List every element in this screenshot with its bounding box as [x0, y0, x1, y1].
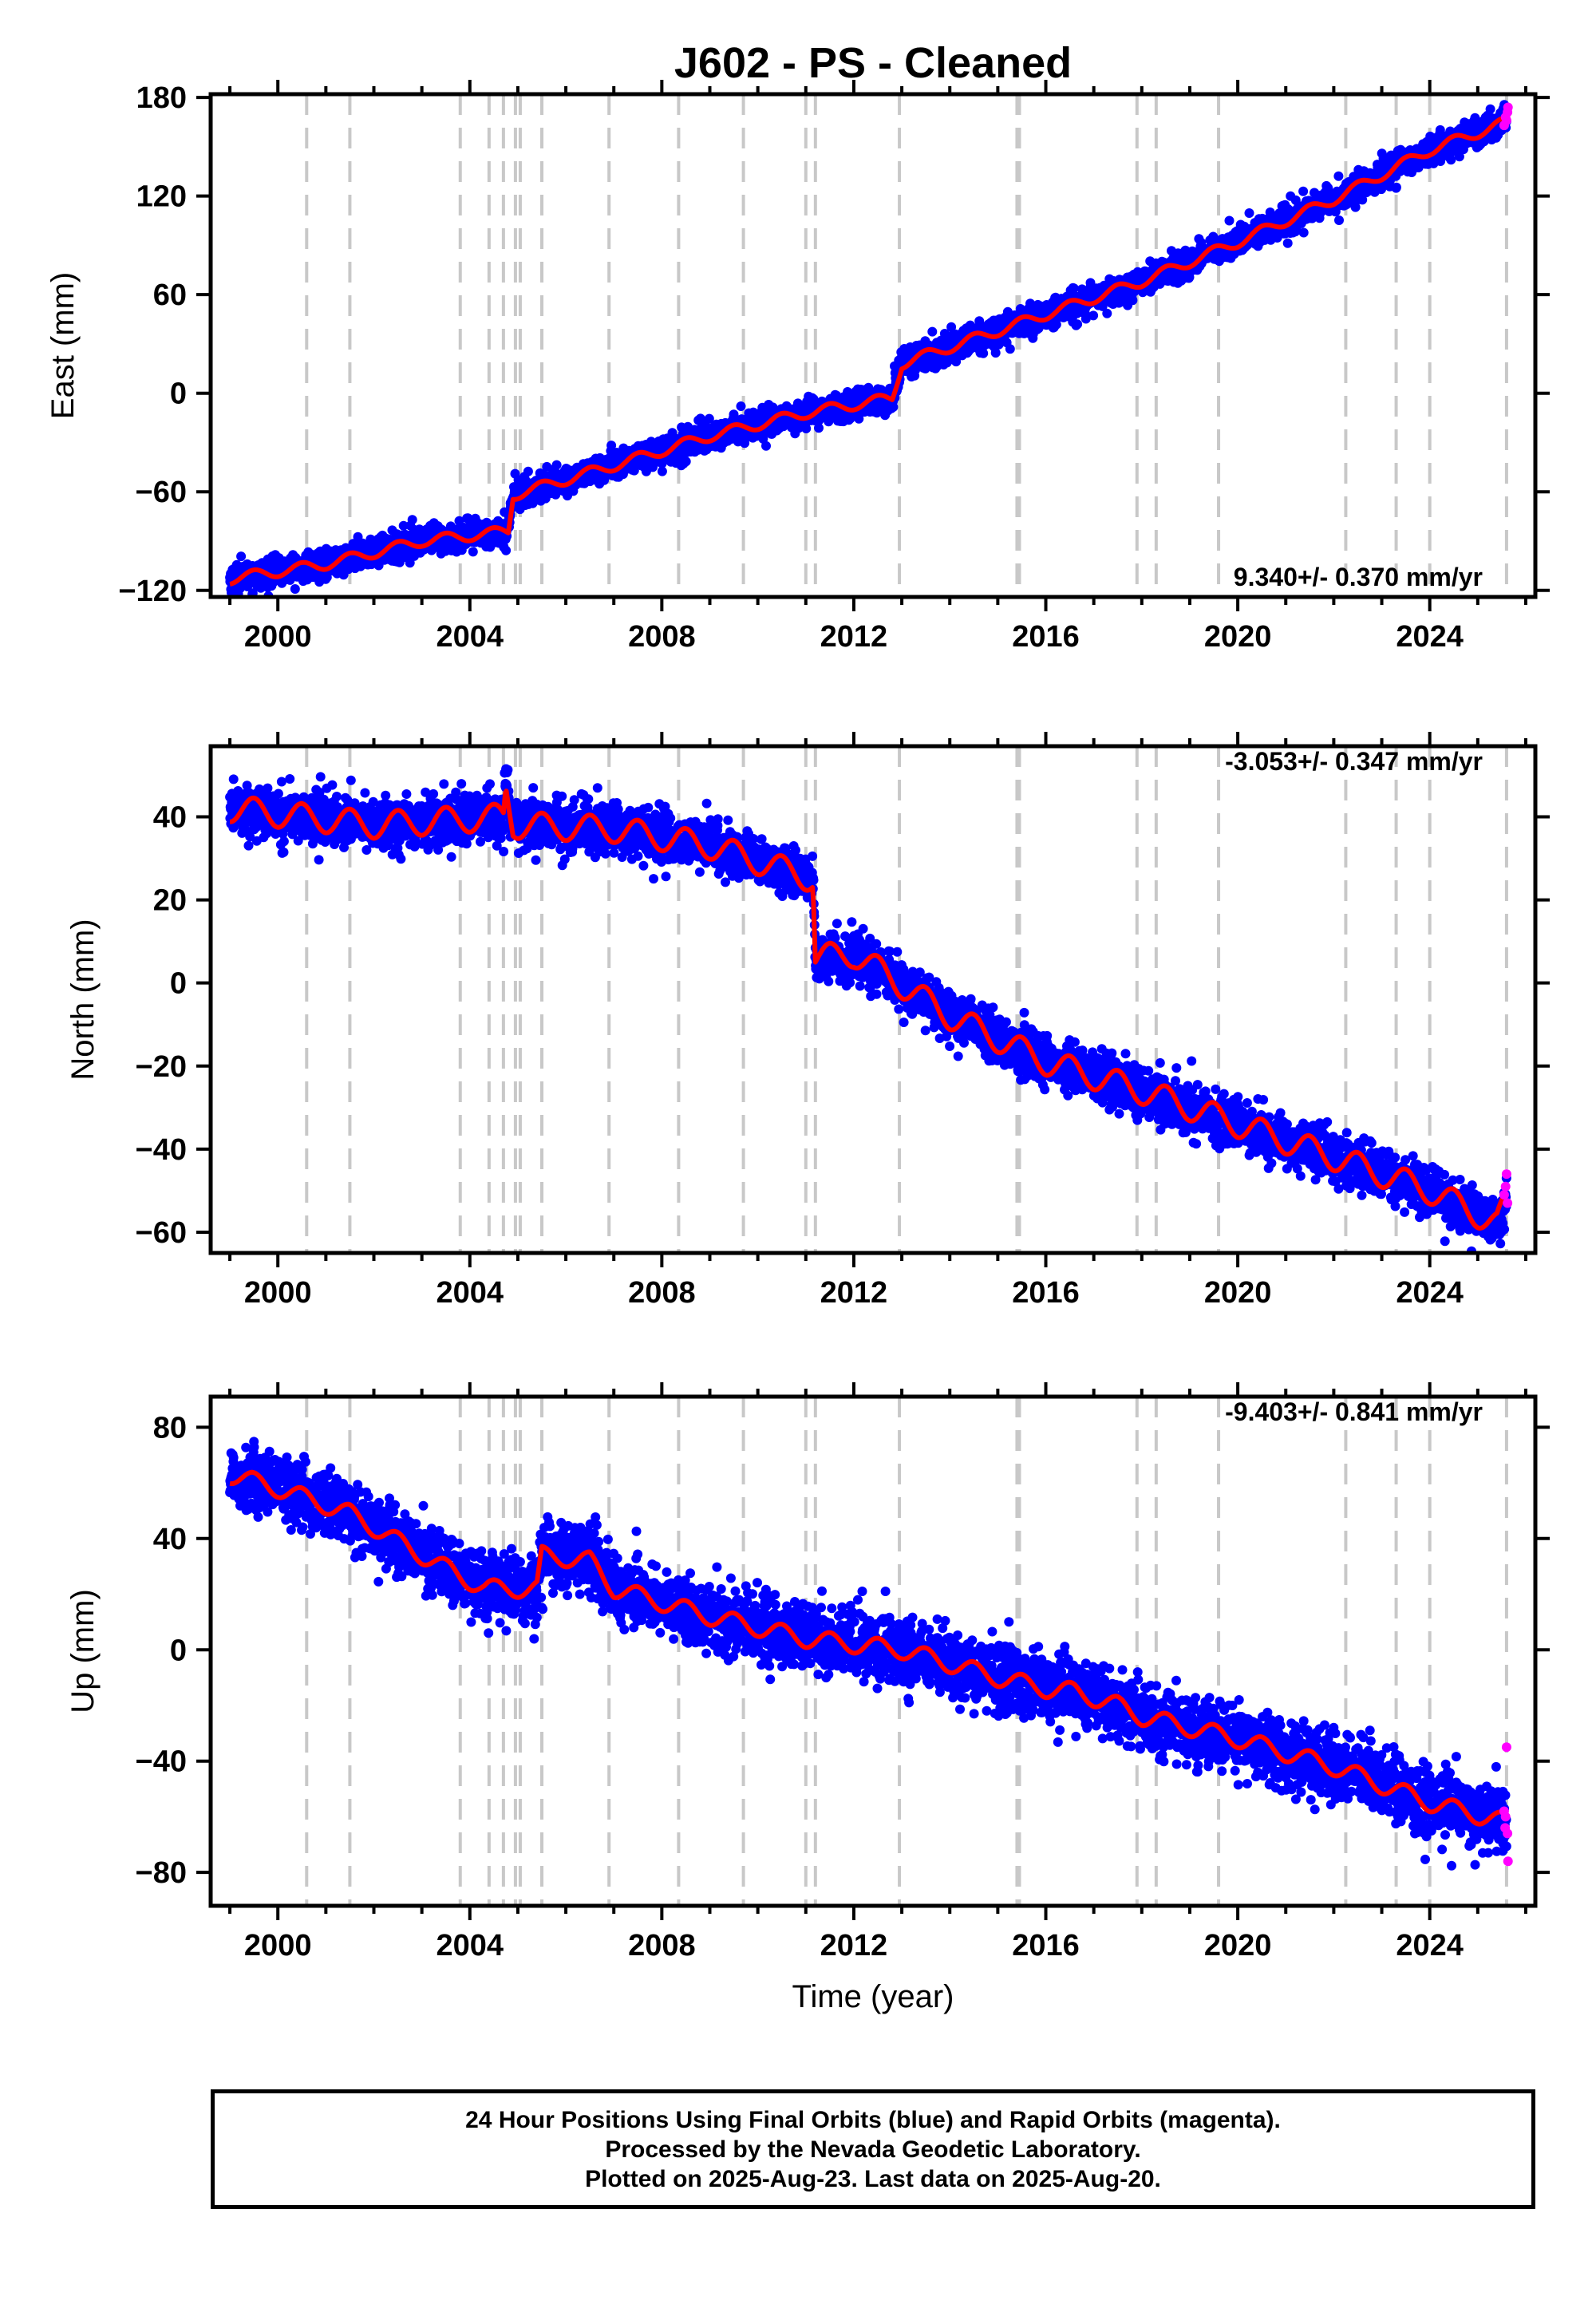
daily-position-point — [468, 547, 478, 557]
daily-position-point — [695, 413, 705, 424]
daily-position-point — [729, 430, 740, 441]
daily-position-point — [1282, 238, 1293, 248]
daily-position-point — [1224, 215, 1235, 226]
daily-position-point — [519, 480, 530, 490]
model-fit-line — [228, 115, 1508, 587]
daily-position-point — [761, 441, 771, 451]
daily-position-point — [1102, 308, 1112, 318]
daily-position-point — [1235, 231, 1246, 241]
daily-position-point — [736, 401, 746, 411]
daily-position-point — [1132, 275, 1142, 285]
daily-position-point — [845, 413, 855, 424]
daily-position-point — [792, 403, 803, 413]
daily-position-point — [1353, 164, 1364, 175]
x-tick-label: 2024 — [1396, 620, 1464, 654]
daily-position-point — [1391, 182, 1401, 192]
daily-position-point — [563, 491, 572, 501]
x-tick-label: 2020 — [1204, 620, 1272, 654]
daily-position-point — [551, 460, 562, 470]
plot-area — [225, 94, 1513, 597]
daily-position-point — [641, 466, 651, 476]
figure-title: J602 - PS - Cleaned — [674, 39, 1072, 87]
daily-position-point — [1023, 303, 1033, 314]
daily-position-point — [989, 342, 999, 352]
daily-position-point — [1069, 283, 1079, 294]
rapid-position-point — [1503, 102, 1513, 113]
daily-position-point — [407, 515, 417, 525]
daily-position-point — [433, 521, 443, 532]
x-tick-label: 2016 — [1012, 620, 1080, 654]
daily-position-point — [1485, 104, 1495, 114]
daily-position-point — [1290, 195, 1301, 205]
daily-position-point — [965, 320, 975, 330]
daily-position-point — [814, 423, 824, 433]
daily-position-point — [290, 584, 300, 594]
daily-position-point — [824, 417, 834, 427]
daily-position-point — [1377, 148, 1387, 159]
x-tick-label: 2008 — [628, 620, 696, 654]
daily-position-point — [657, 466, 667, 476]
daily-position-point — [1350, 202, 1361, 212]
final-orbit-points — [225, 100, 1511, 597]
daily-position-point — [1333, 171, 1344, 181]
daily-position-point — [740, 438, 750, 449]
daily-position-point — [1446, 155, 1456, 165]
daily-position-point — [236, 551, 247, 562]
daily-position-point — [681, 456, 691, 467]
daily-position-point — [463, 513, 473, 524]
daily-position-point — [1298, 186, 1309, 196]
daily-position-point — [1005, 344, 1015, 354]
daily-position-point — [392, 556, 402, 567]
daily-position-point — [671, 458, 681, 468]
daily-position-point — [888, 402, 899, 412]
daily-position-point — [1071, 320, 1081, 330]
daily-position-point — [873, 384, 883, 394]
daily-position-point — [1298, 227, 1309, 238]
daily-position-point — [978, 348, 989, 358]
daily-position-point — [500, 507, 510, 517]
daily-position-point — [398, 520, 409, 531]
east-panel: 2000 2004 2008 2012 2016 2020 2024−120−6006012… — [45, 80, 1550, 654]
x-tick-label: 2004 — [437, 620, 504, 654]
daily-position-point — [279, 556, 290, 567]
daily-position-point — [356, 560, 366, 571]
rapid-position-point — [1501, 115, 1511, 125]
x-tick-label: 2012 — [820, 620, 888, 654]
daily-position-point — [523, 466, 533, 476]
daily-position-point — [951, 357, 962, 367]
daily-position-point — [1051, 319, 1061, 330]
daily-position-point — [1357, 195, 1368, 205]
daily-position-point — [1128, 295, 1138, 306]
daily-position-point — [1244, 208, 1254, 218]
daily-position-point — [1334, 215, 1344, 225]
daily-position-point — [927, 326, 938, 337]
daily-position-point — [836, 412, 846, 422]
daily-position-point — [454, 516, 464, 526]
daily-position-point — [1080, 314, 1091, 324]
daily-position-point — [510, 468, 520, 479]
daily-position-point — [1088, 310, 1099, 321]
daily-position-point — [501, 545, 512, 555]
x-tick-label: 2000 — [244, 620, 312, 654]
daily-position-point — [247, 588, 258, 597]
daily-position-point — [704, 413, 714, 424]
daily-position-point — [946, 322, 957, 332]
daily-position-point — [436, 548, 446, 559]
